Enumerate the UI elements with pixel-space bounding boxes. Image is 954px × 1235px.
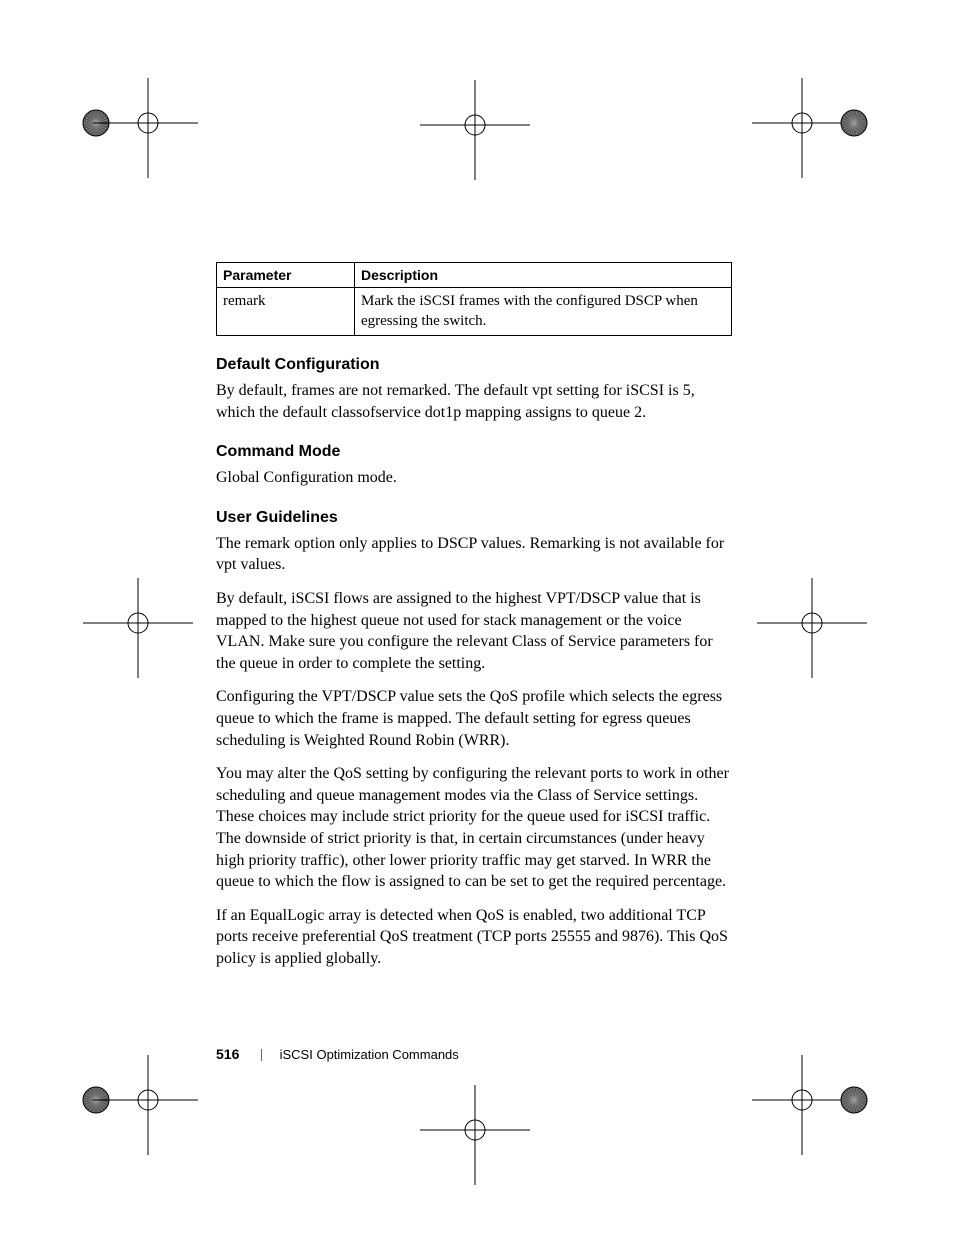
crop-mark-mid-right xyxy=(752,578,872,698)
crop-mark-top-right xyxy=(752,78,872,198)
crop-mark-bottom-right xyxy=(752,1055,872,1175)
page: Parameter Description remark Mark the iS… xyxy=(0,0,954,1235)
table-header-row: Parameter Description xyxy=(217,263,732,288)
heading-default-configuration: Default Configuration xyxy=(216,356,732,374)
heading-user-guidelines: User Guidelines xyxy=(216,509,732,527)
content-area: Parameter Description remark Mark the iS… xyxy=(216,262,732,981)
body-paragraph: The remark option only applies to DSCP v… xyxy=(216,533,732,576)
page-number: 516 xyxy=(216,1046,239,1062)
body-paragraph: You may alter the QoS setting by configu… xyxy=(216,763,732,893)
body-paragraph: Global Configuration mode. xyxy=(216,467,732,489)
page-footer: 516 iSCSI Optimization Commands xyxy=(216,1046,732,1062)
param-desc-cell: Mark the iSCSI frames with the configure… xyxy=(355,288,732,336)
body-paragraph: Configuring the VPT/DSCP value sets the … xyxy=(216,686,732,751)
col-header-description: Description xyxy=(355,263,732,288)
crop-mark-mid-left xyxy=(78,578,198,698)
chapter-title: iSCSI Optimization Commands xyxy=(280,1047,459,1062)
body-paragraph: If an EqualLogic array is detected when … xyxy=(216,905,732,970)
crop-mark-top-center xyxy=(415,80,535,200)
footer-divider-icon xyxy=(261,1049,262,1061)
crop-mark-top-left xyxy=(78,78,198,198)
crop-mark-bottom-left xyxy=(78,1055,198,1175)
col-header-parameter: Parameter xyxy=(217,263,355,288)
table-row: remark Mark the iSCSI frames with the co… xyxy=(217,288,732,336)
body-paragraph: By default, iSCSI flows are assigned to … xyxy=(216,588,732,674)
body-paragraph: By default, frames are not remarked. The… xyxy=(216,380,732,423)
heading-command-mode: Command Mode xyxy=(216,443,732,461)
parameter-table: Parameter Description remark Mark the iS… xyxy=(216,262,732,336)
param-name-cell: remark xyxy=(217,288,355,336)
crop-mark-bottom-center xyxy=(415,1085,535,1205)
